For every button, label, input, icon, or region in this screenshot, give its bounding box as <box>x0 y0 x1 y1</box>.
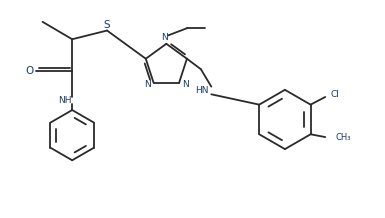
Text: HN: HN <box>195 86 208 95</box>
Text: NH: NH <box>58 96 71 105</box>
Text: O: O <box>25 66 33 76</box>
Text: CH₃: CH₃ <box>336 133 351 142</box>
Text: N: N <box>182 80 189 89</box>
Text: S: S <box>104 20 110 30</box>
Text: Cl: Cl <box>331 90 340 99</box>
Text: N: N <box>161 33 168 42</box>
Text: N: N <box>144 80 151 89</box>
